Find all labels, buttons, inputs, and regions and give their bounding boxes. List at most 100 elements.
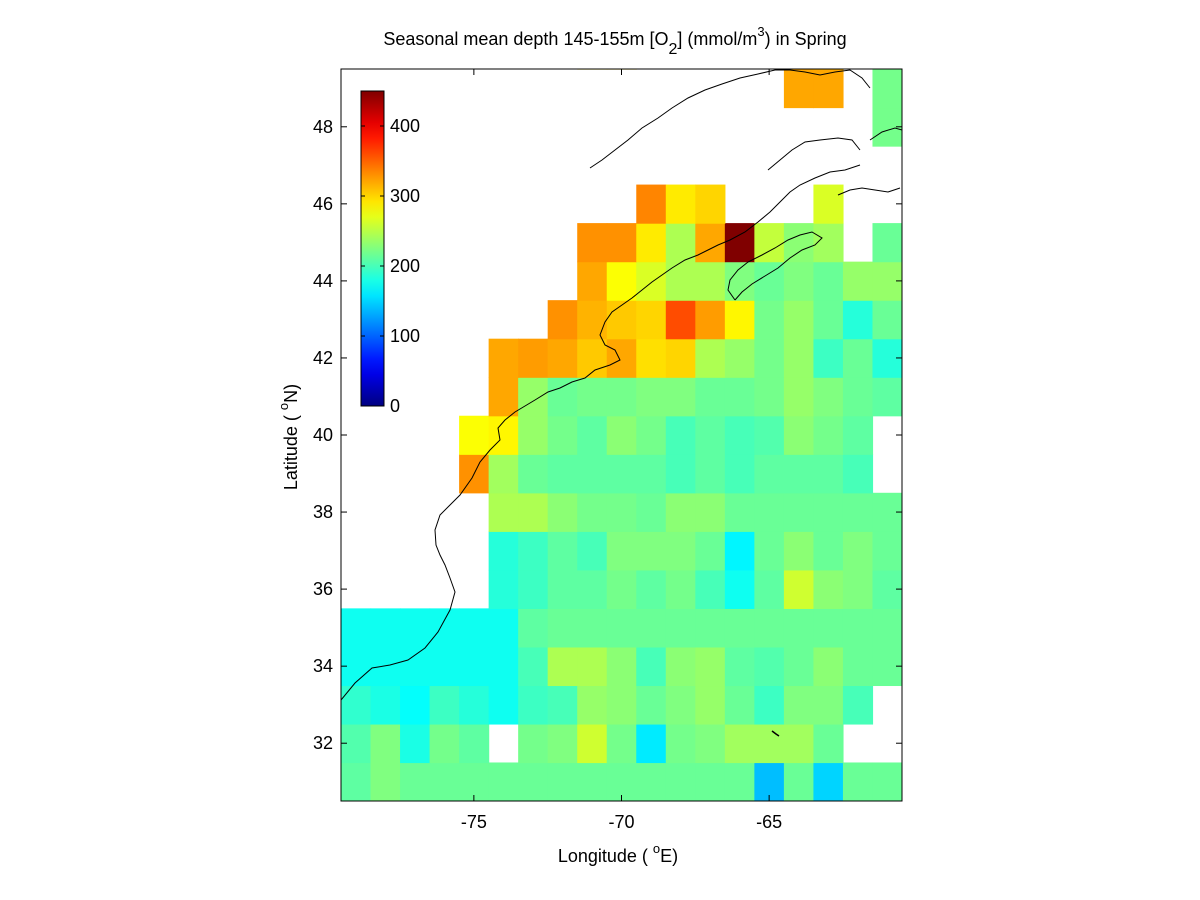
heatmap-cell bbox=[695, 454, 726, 494]
heatmap-cell bbox=[518, 646, 549, 687]
heatmap-cell bbox=[488, 338, 519, 378]
heatmap-cell bbox=[636, 377, 667, 417]
colorbar-tick-label: 100 bbox=[390, 326, 420, 346]
heatmap-cell bbox=[695, 377, 726, 417]
heatmap-cell bbox=[606, 338, 637, 378]
heatmap-cell bbox=[724, 608, 755, 648]
heatmap-cell bbox=[488, 492, 519, 532]
heatmap-cell bbox=[665, 338, 696, 378]
heatmap-cell bbox=[518, 377, 549, 417]
heatmap-cell bbox=[872, 762, 902, 801]
heatmap-cell bbox=[754, 454, 785, 494]
heatmap-cell bbox=[813, 184, 844, 224]
heatmap-cell bbox=[400, 723, 431, 764]
heatmap-cell bbox=[577, 608, 608, 648]
heatmap-cell bbox=[577, 569, 608, 609]
heatmap-cell bbox=[636, 646, 667, 687]
heatmap-cell bbox=[872, 223, 902, 263]
chart-title: Seasonal mean depth 145-155m [O2] (mmol/… bbox=[383, 24, 846, 58]
y-tick-label: 32 bbox=[313, 733, 333, 753]
heatmap-cell bbox=[636, 261, 667, 301]
heatmap-cell bbox=[370, 685, 401, 725]
heatmap-cell bbox=[783, 338, 815, 378]
heatmap-cell bbox=[577, 338, 608, 378]
heatmap-cell bbox=[695, 415, 726, 455]
heatmap-cell bbox=[547, 762, 578, 801]
heatmap-cell bbox=[636, 762, 667, 801]
heatmap-cell bbox=[370, 723, 401, 764]
heatmap-cell bbox=[695, 261, 726, 301]
heatmap-cell bbox=[577, 531, 608, 571]
heatmap-cell bbox=[872, 608, 902, 648]
bermuda bbox=[771, 730, 780, 737]
heatmap-cell bbox=[754, 223, 785, 263]
heatmap-cell bbox=[813, 338, 844, 378]
heatmap-cell bbox=[636, 223, 667, 263]
heatmap-cell bbox=[695, 300, 726, 340]
heatmap-cell bbox=[842, 569, 874, 609]
heatmap-cell bbox=[842, 608, 874, 648]
heatmap-cell bbox=[636, 569, 667, 609]
heatmap-cell bbox=[813, 223, 844, 263]
heatmap-cell bbox=[636, 454, 667, 494]
heatmap-cell bbox=[813, 569, 844, 609]
coastline-cape-breton bbox=[837, 187, 901, 196]
heatmap-cell bbox=[488, 569, 519, 609]
heatmap-cell bbox=[488, 762, 519, 801]
heatmap-cell bbox=[695, 531, 726, 571]
heatmap-cell bbox=[577, 685, 608, 725]
heatmap-cell bbox=[783, 377, 815, 417]
y-tick-label: 40 bbox=[313, 425, 333, 445]
heatmap-cell bbox=[518, 762, 549, 801]
x-axis-ticks: -75 -70 -65 bbox=[461, 69, 782, 832]
y-axis-label: Latitude ( oN) bbox=[276, 384, 301, 490]
heatmap-cell bbox=[636, 492, 667, 532]
heatmap-cell bbox=[665, 492, 696, 532]
heatmap-cell bbox=[695, 184, 726, 224]
heatmap-cell bbox=[665, 223, 696, 263]
heatmap-cell bbox=[606, 762, 637, 801]
heatmap-cell bbox=[400, 762, 431, 801]
colorbar-frame bbox=[360, 90, 385, 407]
heatmap-cell bbox=[813, 762, 844, 801]
heatmap-cell bbox=[665, 261, 696, 301]
heatmap-cell bbox=[577, 454, 608, 494]
heatmap-cell bbox=[842, 377, 874, 417]
heatmap-cell bbox=[341, 608, 372, 648]
y-tick-label: 48 bbox=[313, 117, 333, 137]
heatmap-cell bbox=[606, 300, 637, 340]
heatmap-cell bbox=[665, 454, 696, 494]
heatmap-cell bbox=[665, 300, 696, 340]
heatmap-cell bbox=[665, 608, 696, 648]
heatmap-cell bbox=[813, 685, 844, 725]
heatmap-cell bbox=[783, 531, 815, 571]
heatmap-cell bbox=[695, 762, 726, 801]
heatmap-cell bbox=[577, 646, 608, 687]
heatmap-cell bbox=[813, 723, 844, 764]
heatmap-cell bbox=[695, 646, 726, 687]
heatmap-cell bbox=[724, 762, 755, 801]
heatmap-cell bbox=[547, 300, 578, 340]
heatmap-cell bbox=[783, 723, 815, 764]
heatmap-cell bbox=[695, 338, 726, 378]
colorbar-tick-label: 300 bbox=[390, 186, 420, 206]
heatmap-cell bbox=[606, 685, 637, 725]
heatmap-cell bbox=[783, 492, 815, 532]
heatmap-cell bbox=[636, 531, 667, 571]
heatmap-cell bbox=[577, 762, 608, 801]
colorbar-ticks: 0 100 200 300 400 bbox=[361, 116, 420, 416]
heatmap-cell bbox=[606, 261, 637, 301]
y-tick-label: 42 bbox=[313, 348, 333, 368]
heatmap-cell bbox=[813, 300, 844, 340]
heatmap-cell bbox=[842, 415, 874, 455]
heatmap-cell bbox=[547, 569, 578, 609]
heatmap-cell bbox=[459, 608, 490, 648]
heatmap-cell bbox=[518, 608, 549, 648]
heatmap-cell bbox=[341, 685, 372, 725]
heatmap-cell bbox=[518, 454, 549, 494]
heatmap-cell bbox=[370, 646, 401, 687]
heatmap-cell bbox=[577, 492, 608, 532]
heatmap-cell bbox=[606, 377, 637, 417]
y-tick-label: 46 bbox=[313, 194, 333, 214]
heatmap-cell bbox=[665, 685, 696, 725]
